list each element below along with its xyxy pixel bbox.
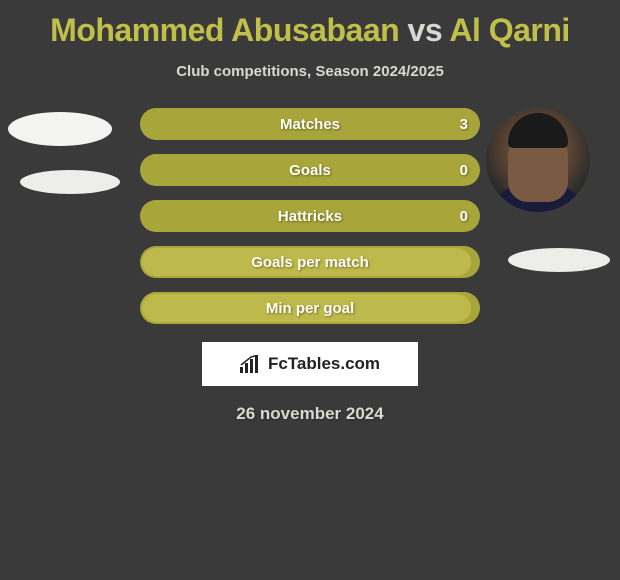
stat-bar-value: 3	[460, 116, 468, 133]
player2-avatar	[486, 108, 590, 212]
avatar-hair	[508, 113, 568, 148]
stat-bar-value: 0	[460, 208, 468, 225]
stat-bar: Goals per match	[140, 246, 480, 278]
player2-ellipse	[508, 248, 610, 272]
date-text: 26 november 2024	[0, 404, 620, 424]
stat-bar-label: Min per goal	[266, 300, 354, 317]
stat-bars: Matches 3 Goals 0 Hattricks 0 Goals per match M…	[140, 108, 480, 324]
stat-bar-value: 0	[460, 162, 468, 179]
stat-bar: Min per goal	[140, 292, 480, 324]
player1-avatar-placeholder-2	[20, 170, 120, 194]
stat-bar-label: Hattricks	[278, 208, 342, 225]
stat-bar-label: Goals per match	[251, 254, 369, 271]
vs-text: vs	[399, 12, 449, 48]
comparison-main: Matches 3 Goals 0 Hattricks 0 Goals per match M…	[0, 108, 620, 324]
stat-bar-label: Matches	[280, 116, 340, 133]
subtitle: Club competitions, Season 2024/2025	[0, 63, 620, 80]
stat-bar: Hattricks 0	[140, 200, 480, 232]
stat-bar-label: Goals	[289, 162, 331, 179]
player2-name: Al Qarni	[449, 12, 569, 48]
logo-box: FcTables.com	[202, 342, 418, 386]
logo-text: FcTables.com	[268, 354, 380, 374]
player1-avatar-placeholder-1	[8, 112, 112, 146]
stat-bar: Goals 0	[140, 154, 480, 186]
player1-name: Mohammed Abusabaan	[50, 12, 399, 48]
comparison-title: Mohammed Abusabaan vs Al Qarni	[0, 0, 620, 49]
chart-icon	[240, 355, 262, 373]
stat-bar: Matches 3	[140, 108, 480, 140]
